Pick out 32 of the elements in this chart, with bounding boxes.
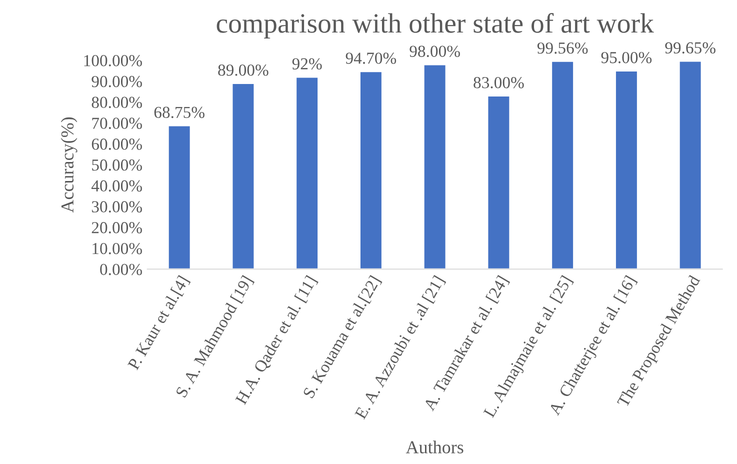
data-label: 92% <box>292 58 322 70</box>
y-tick-label: 40.00% <box>91 180 142 192</box>
data-label: 83.00% <box>474 77 524 88</box>
data-label: 99.65% <box>665 42 716 54</box>
y-tick-label: 80.00% <box>92 96 142 108</box>
bar <box>359 70 383 270</box>
y-tick-label: 90.00% <box>92 76 142 88</box>
bar <box>678 60 702 270</box>
y-tick-label: 60.00% <box>92 138 142 150</box>
bar <box>486 95 511 270</box>
y-tick-label: 70.00% <box>92 118 142 129</box>
y-tick-label: 20.00% <box>92 222 142 234</box>
chart-title: comparison with other state of art work <box>216 12 654 38</box>
y-tick-label: 0.00% <box>100 264 142 276</box>
bar <box>295 76 319 270</box>
bar <box>550 60 574 270</box>
data-label: 68.75% <box>154 106 204 118</box>
bar <box>167 124 192 270</box>
y-tick-label: 10.00% <box>92 242 142 254</box>
data-label: 95.00% <box>601 52 652 64</box>
y-tick-label: 100.00% <box>84 55 142 66</box>
bar <box>614 70 638 270</box>
data-label: 94.70% <box>346 52 396 64</box>
x-axis-title: Authors <box>406 440 464 454</box>
bar <box>422 64 447 270</box>
y-axis-title: Accuracy(%) <box>60 117 78 213</box>
data-label: 99.56% <box>537 42 588 54</box>
data-label: 98.00% <box>410 46 460 58</box>
bar <box>231 82 256 270</box>
y-tick-label: 30.00% <box>92 201 142 212</box>
data-label: 89.00% <box>218 64 268 76</box>
y-tick-label: 50.00% <box>92 159 142 171</box>
